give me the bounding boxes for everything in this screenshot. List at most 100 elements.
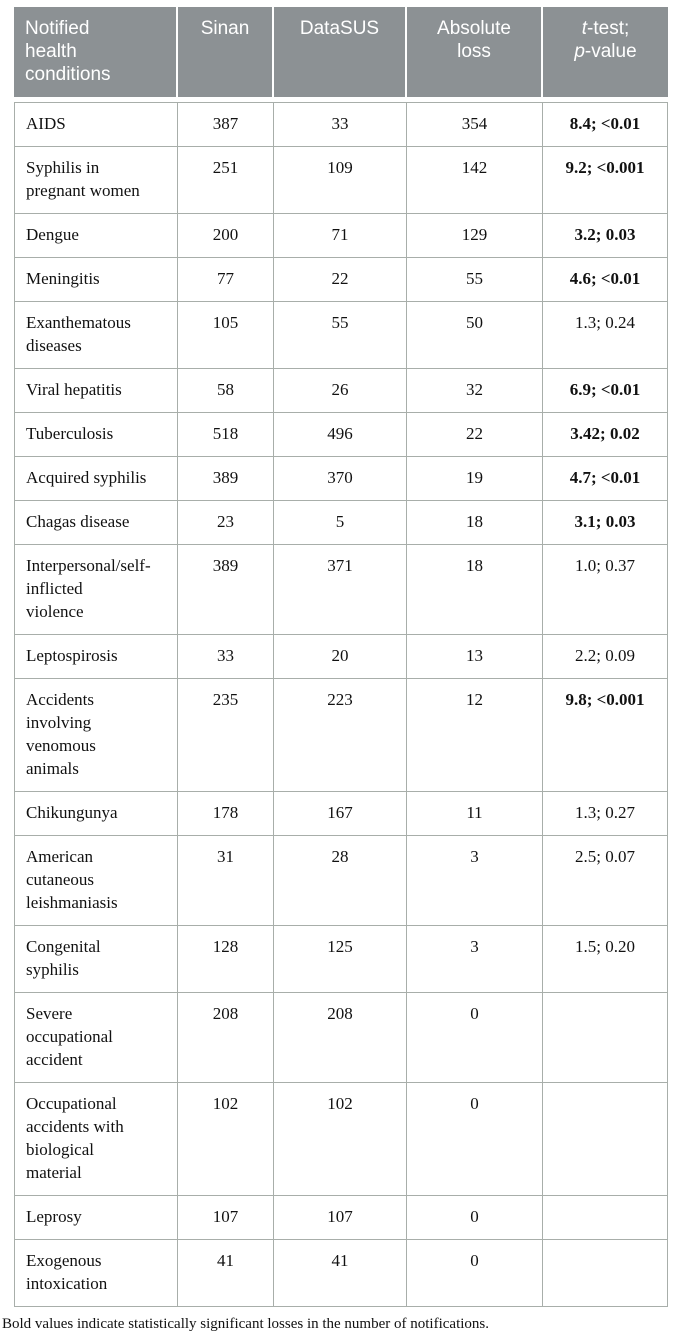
table-row: Chagas disease 23 5 18 3.1; 0.03 xyxy=(14,501,668,545)
ttest-p-italic: p xyxy=(574,41,585,62)
header-row: Notified health conditions Sinan DataSUS… xyxy=(14,7,668,102)
ttest-cell: 4.6; <0.01 xyxy=(543,258,668,302)
col-header-condition: Notified health conditions xyxy=(14,7,178,102)
ttest-cell xyxy=(543,1083,668,1196)
table-row: Dengue 200 71 129 3.2; 0.03 xyxy=(14,214,668,258)
table-row: Tuberculosis 518 496 22 3.42; 0.02 xyxy=(14,413,668,457)
sinan-cell: 31 xyxy=(178,836,274,926)
condition-cell: Syphilis in pregnant women xyxy=(14,147,178,214)
condition-cell: Congenital syphilis xyxy=(14,926,178,993)
table-row: Acquired syphilis 389 370 19 4.7; <0.01 xyxy=(14,457,668,501)
loss-cell: 0 xyxy=(407,1196,543,1240)
loss-cell: 18 xyxy=(407,545,543,635)
datasus-cell: 223 xyxy=(274,679,407,792)
datasus-cell: 167 xyxy=(274,792,407,836)
condition-cell: Accidents involving venomous animals xyxy=(14,679,178,792)
ttest-cell: 8.4; <0.01 xyxy=(543,102,668,147)
ttest-cell: 9.2; <0.001 xyxy=(543,147,668,214)
ttest-cell: 1.5; 0.20 xyxy=(543,926,668,993)
sinan-cell: 41 xyxy=(178,1240,274,1307)
loss-cell: 0 xyxy=(407,1240,543,1307)
col-header-ttest: t-test; p-value xyxy=(543,7,668,102)
datasus-cell: 20 xyxy=(274,635,407,679)
sinan-cell: 107 xyxy=(178,1196,274,1240)
datasus-cell: 55 xyxy=(274,302,407,369)
sinan-cell: 389 xyxy=(178,545,274,635)
ttest-cell: 1.3; 0.27 xyxy=(543,792,668,836)
table-row: Occupational accidents with biological m… xyxy=(14,1083,668,1196)
condition-cell: Dengue xyxy=(14,214,178,258)
loss-cell: 0 xyxy=(407,1083,543,1196)
datasus-cell: 33 xyxy=(274,102,407,147)
ttest-cell: 1.0; 0.37 xyxy=(543,545,668,635)
loss-cell: 32 xyxy=(407,369,543,413)
ttest-cell: 9.8; <0.001 xyxy=(543,679,668,792)
loss-cell: 129 xyxy=(407,214,543,258)
table-row: AIDS 387 33 354 8.4; <0.01 xyxy=(14,102,668,147)
sinan-cell: 518 xyxy=(178,413,274,457)
sinan-cell: 77 xyxy=(178,258,274,302)
ttest-line2-rest: -value xyxy=(584,41,637,62)
ttest-cell: 3.2; 0.03 xyxy=(543,214,668,258)
table-footnote: Bold values indicate statistically signi… xyxy=(2,1316,489,1332)
loss-cell: 3 xyxy=(407,926,543,993)
table-body: AIDS 387 33 354 8.4; <0.01 Syphilis in p… xyxy=(14,102,668,1307)
condition-cell: Chagas disease xyxy=(14,501,178,545)
sinan-cell: 33 xyxy=(178,635,274,679)
condition-cell: Exanthematous diseases xyxy=(14,302,178,369)
table-row: Meningitis 77 22 55 4.6; <0.01 xyxy=(14,258,668,302)
condition-cell: Exogenous intoxication xyxy=(14,1240,178,1307)
sinan-cell: 208 xyxy=(178,993,274,1083)
table-row: Leprosy 107 107 0 xyxy=(14,1196,668,1240)
sinan-cell: 178 xyxy=(178,792,274,836)
ttest-cell xyxy=(543,993,668,1083)
datasus-cell: 41 xyxy=(274,1240,407,1307)
datasus-cell: 107 xyxy=(274,1196,407,1240)
condition-cell: Meningitis xyxy=(14,258,178,302)
sinan-cell: 387 xyxy=(178,102,274,147)
table-row: Chikungunya 178 167 11 1.3; 0.27 xyxy=(14,792,668,836)
ttest-cell: 2.2; 0.09 xyxy=(543,635,668,679)
table-row: Exanthematous diseases 105 55 50 1.3; 0.… xyxy=(14,302,668,369)
datasus-cell: 5 xyxy=(274,501,407,545)
condition-cell: AIDS xyxy=(14,102,178,147)
loss-cell: 19 xyxy=(407,457,543,501)
condition-cell: American cutaneous leishmaniasis xyxy=(14,836,178,926)
ttest-cell: 6.9; <0.01 xyxy=(543,369,668,413)
datasus-cell: 109 xyxy=(274,147,407,214)
datasus-cell: 208 xyxy=(274,993,407,1083)
sinan-cell: 58 xyxy=(178,369,274,413)
condition-cell: Leptospirosis xyxy=(14,635,178,679)
table-row: Congenital syphilis 128 125 3 1.5; 0.20 xyxy=(14,926,668,993)
col-header-datasus: DataSUS xyxy=(274,7,407,102)
loss-cell: 22 xyxy=(407,413,543,457)
sinan-cell: 235 xyxy=(178,679,274,792)
datasus-cell: 102 xyxy=(274,1083,407,1196)
ttest-line1-rest: -test; xyxy=(587,18,630,39)
sinan-cell: 102 xyxy=(178,1083,274,1196)
loss-cell: 142 xyxy=(407,147,543,214)
table-row: American cutaneous leishmaniasis 31 28 3… xyxy=(14,836,668,926)
loss-cell: 354 xyxy=(407,102,543,147)
loss-cell: 12 xyxy=(407,679,543,792)
notified-conditions-table: Notified health conditions Sinan DataSUS… xyxy=(14,7,668,1307)
table-header: Notified health conditions Sinan DataSUS… xyxy=(14,7,668,102)
ttest-cell xyxy=(543,1240,668,1307)
loss-cell: 50 xyxy=(407,302,543,369)
table-row: Syphilis in pregnant women 251 109 142 9… xyxy=(14,147,668,214)
sinan-cell: 23 xyxy=(178,501,274,545)
loss-cell: 13 xyxy=(407,635,543,679)
datasus-cell: 22 xyxy=(274,258,407,302)
table-row: Leptospirosis 33 20 13 2.2; 0.09 xyxy=(14,635,668,679)
condition-cell: Acquired syphilis xyxy=(14,457,178,501)
ttest-cell xyxy=(543,1196,668,1240)
condition-cell: Leprosy xyxy=(14,1196,178,1240)
condition-cell: Tuberculosis xyxy=(14,413,178,457)
loss-cell: 18 xyxy=(407,501,543,545)
datasus-cell: 125 xyxy=(274,926,407,993)
datasus-cell: 28 xyxy=(274,836,407,926)
table-row: Exogenous intoxication 41 41 0 xyxy=(14,1240,668,1307)
loss-cell: 11 xyxy=(407,792,543,836)
loss-cell: 3 xyxy=(407,836,543,926)
